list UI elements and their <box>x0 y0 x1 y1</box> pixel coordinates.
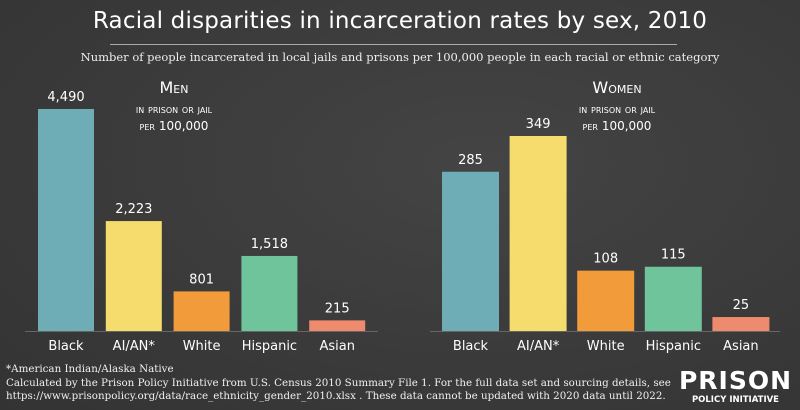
women-bar-black <box>442 171 499 331</box>
women-title: Women <box>592 78 642 97</box>
women-value-label-white: 108 <box>593 252 618 267</box>
men-value-label-asian: 215 <box>325 301 350 316</box>
women-bar-aian <box>509 136 567 331</box>
women-bar-white <box>577 270 635 331</box>
men-bar-black <box>38 109 94 331</box>
source-line-1: Calculated by the Prison Policy Initiati… <box>6 376 671 389</box>
prison-policy-initiative-logo: PRISON POLICY INITIATIVE <box>679 368 792 406</box>
men-category-label-aian: AI/AN* <box>113 339 156 354</box>
men-panel-title: Men in prison or jail per 100,000 <box>74 78 274 133</box>
men-bar-hispanic <box>241 255 298 331</box>
women-bar-asian <box>712 317 770 331</box>
men-category-label-white: White <box>183 339 221 354</box>
chart-subtitle: Number of people incarcerated in local j… <box>80 50 720 64</box>
men-category-label-black: Black <box>48 339 84 354</box>
men-per: per 100,000 <box>74 119 274 133</box>
men-subtitle: in prison or jail <box>135 102 213 116</box>
logo-top: PRISON <box>678 366 792 395</box>
men-category-label-asian: Asian <box>319 339 354 354</box>
women-category-label-white: White <box>587 339 625 354</box>
women-category-label-asian: Asian <box>723 339 758 354</box>
women-per: per 100,000 <box>517 119 717 133</box>
women-per-word: per <box>582 120 598 133</box>
men-per-num: 100,000 <box>158 119 209 133</box>
women-value-label-asian: 25 <box>733 298 750 313</box>
women-value-label-black: 285 <box>458 153 483 168</box>
men-category-label-hispanic: Hispanic <box>242 339 297 354</box>
women-bar-hispanic <box>644 266 702 331</box>
women-per-num: 100,000 <box>601 119 652 133</box>
men-value-label-aian: 2,223 <box>115 202 152 217</box>
title-rule <box>110 44 677 45</box>
footer-notes: *American Indian/Alaska Native Calculate… <box>6 363 671 404</box>
women-category-label-black: Black <box>453 339 489 354</box>
men-value-label-black: 4,490 <box>47 90 84 105</box>
chart-title: Racial disparities in incarceration rate… <box>92 8 708 34</box>
logo-bottom: POLICY INITIATIVE <box>691 395 779 405</box>
men-bar-aian <box>105 221 162 331</box>
source-line-2: https://www.prisonpolicy.org/data/race_e… <box>6 390 666 402</box>
men-value-label-hispanic: 1,518 <box>251 237 288 252</box>
footnote: *American Indian/Alaska Native <box>6 363 174 375</box>
women-value-label-hispanic: 115 <box>661 248 686 263</box>
women-category-label-hispanic: Hispanic <box>646 339 701 354</box>
men-title: Men <box>159 78 189 97</box>
men-bar-white <box>173 291 230 331</box>
women-value-label-aian: 349 <box>526 117 551 132</box>
men-per-word: per <box>139 120 155 133</box>
women-panel-title: Women in prison or jail per 100,000 <box>517 78 717 133</box>
men-bar-asian <box>309 320 366 331</box>
men-value-label-white: 801 <box>189 272 214 287</box>
women-subtitle: in prison or jail <box>578 102 656 116</box>
women-category-label-aian: AI/AN* <box>517 339 560 354</box>
